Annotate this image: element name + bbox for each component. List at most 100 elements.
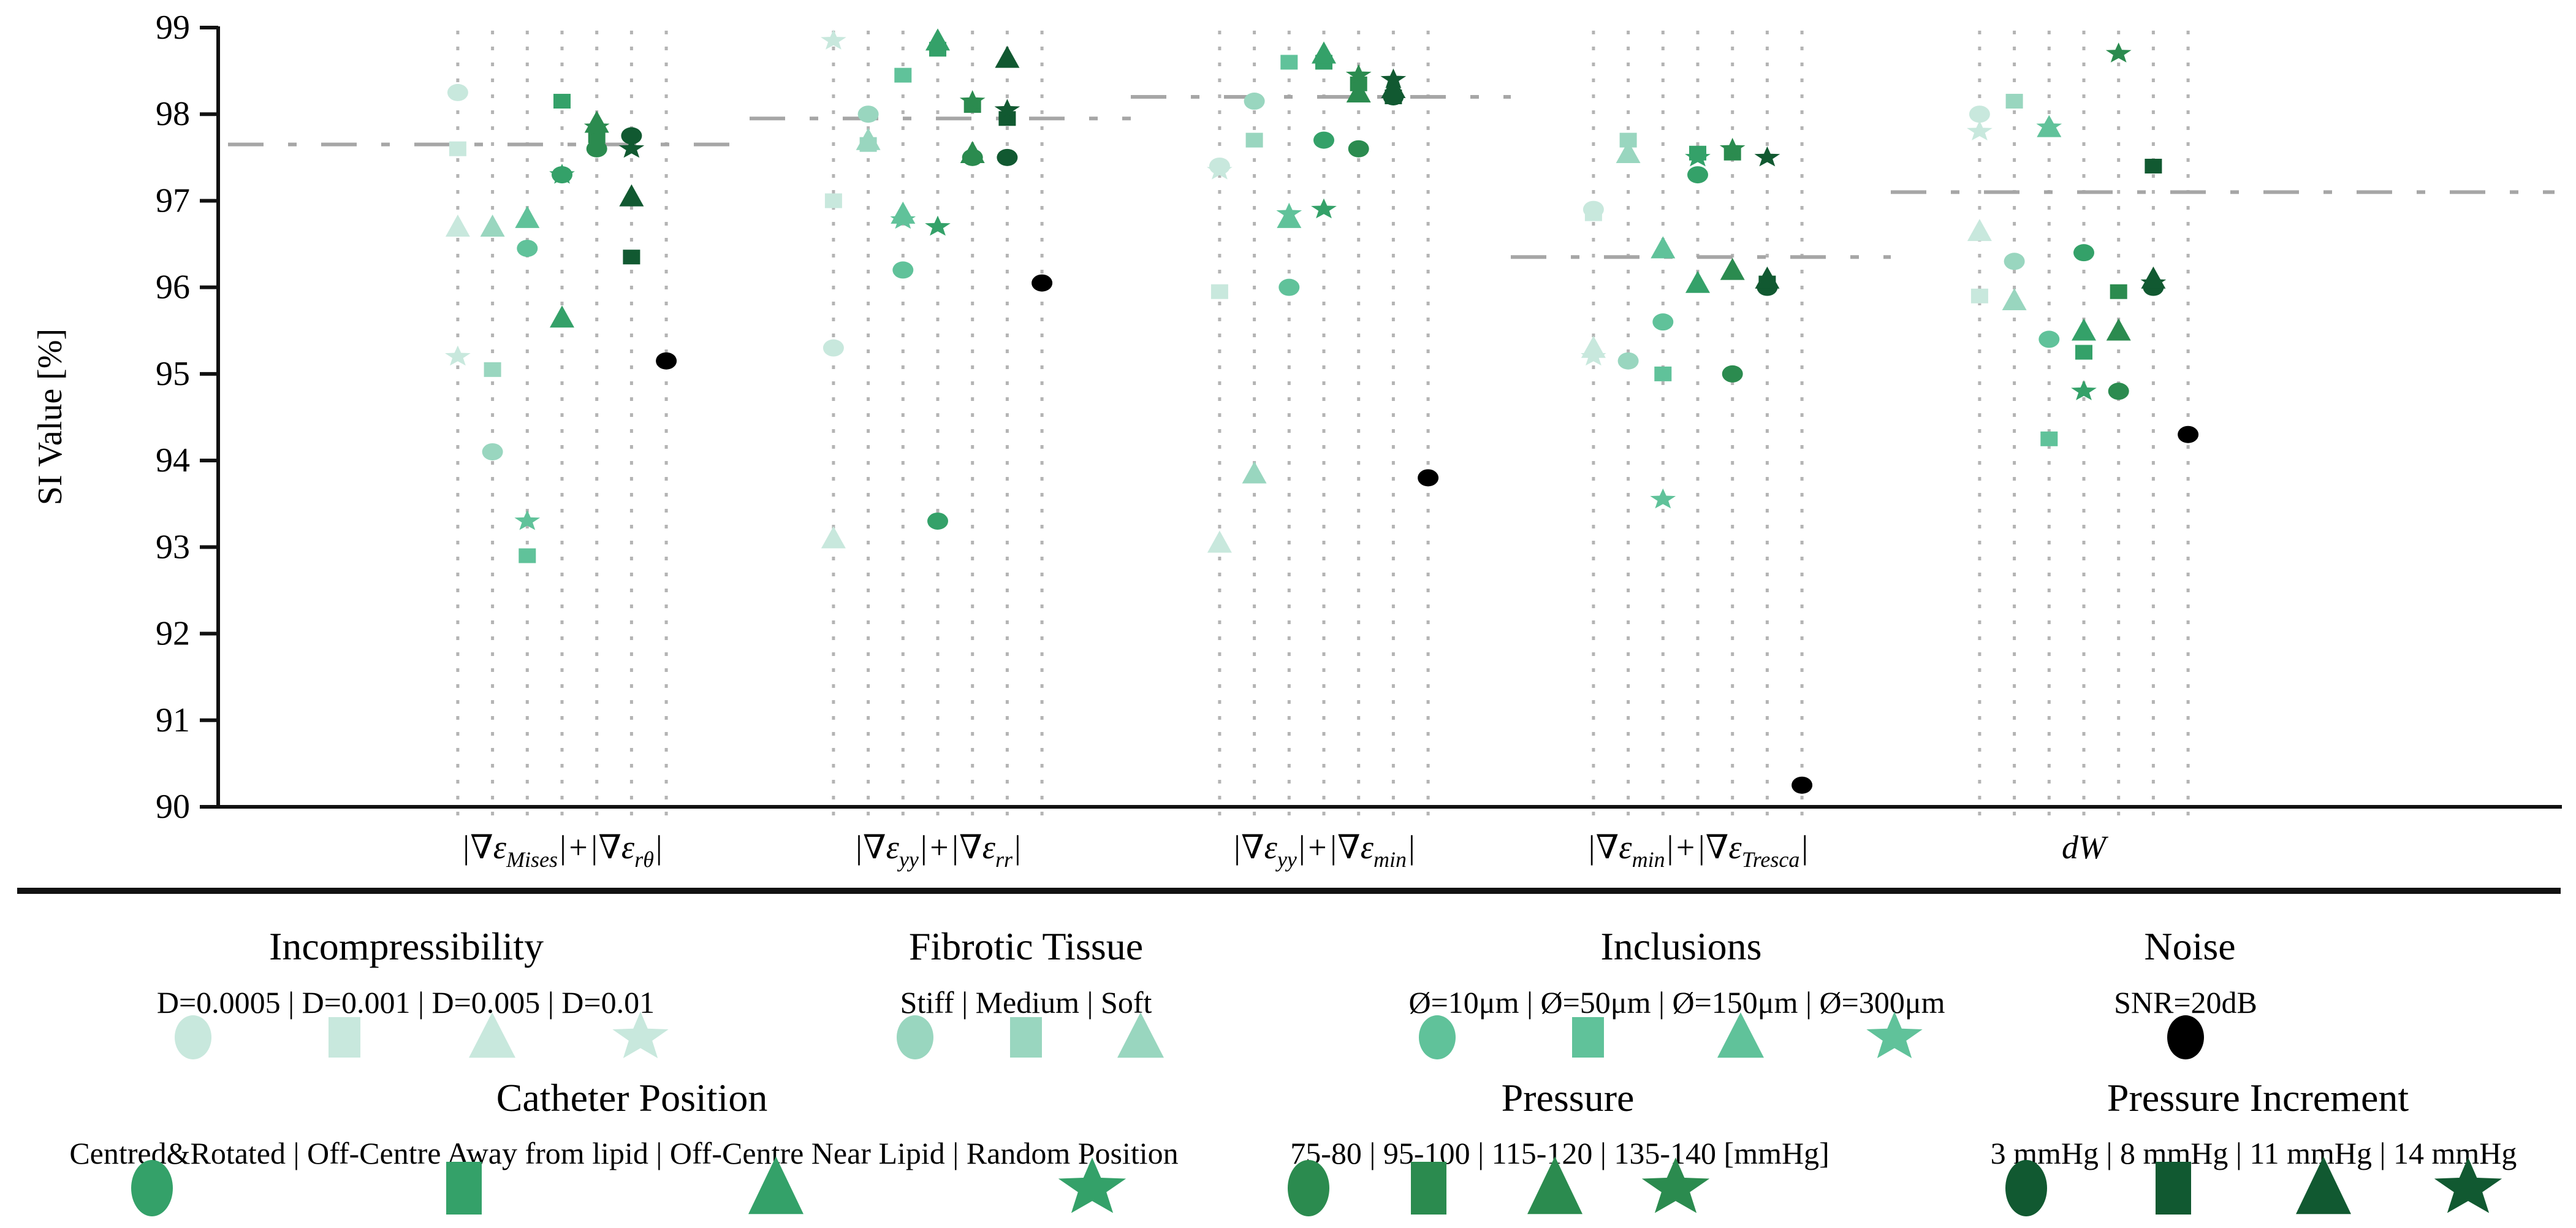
separator-line xyxy=(17,888,2561,894)
data-point xyxy=(2106,318,2131,341)
legend-title-fibrotic-tissue: Fibrotic Tissue xyxy=(909,925,1143,968)
data-point xyxy=(1651,236,1676,259)
data-point xyxy=(891,201,916,224)
data-point xyxy=(1348,140,1369,158)
y-tick-label: 99 xyxy=(156,9,190,47)
data-point xyxy=(1689,145,1706,161)
legend-options-pressure-increment: 3 mmHg | 8 mmHg | 11 mmHg | 14 mmHg xyxy=(1991,1136,2517,1170)
data-point xyxy=(2145,158,2162,174)
legend-symbol-catheter-position-circle xyxy=(131,1160,173,1216)
data-point xyxy=(656,352,677,370)
data-point xyxy=(447,83,468,101)
data-point xyxy=(1754,146,1780,167)
legend-symbol-inclusions-triangle xyxy=(1717,1012,1764,1058)
data-point xyxy=(1032,274,1053,292)
y-tick-label: 96 xyxy=(156,269,190,307)
data-point xyxy=(517,240,538,257)
data-point xyxy=(484,362,501,377)
data-point xyxy=(550,305,574,328)
data-point xyxy=(892,261,914,279)
data-point xyxy=(2037,115,2062,137)
data-point xyxy=(997,148,1018,166)
legend-symbol-fibrotic-tissue-square xyxy=(1010,1017,1042,1058)
data-point xyxy=(1791,776,1813,794)
data-point xyxy=(2038,330,2060,348)
legend-symbol-incompressibility-star xyxy=(612,1012,669,1058)
data-point xyxy=(1967,219,1992,242)
legend-symbol-pressure-increment-circle xyxy=(2005,1160,2047,1216)
x-group-label: |∇εyy​|+|∇εrr​| xyxy=(854,829,1022,872)
y-tick-label: 91 xyxy=(156,701,190,739)
data-point xyxy=(515,205,540,228)
data-point xyxy=(1617,352,1639,370)
data-point xyxy=(1581,335,1606,358)
data-point xyxy=(1650,488,1676,509)
legend-symbol-incompressibility-circle xyxy=(175,1015,211,1059)
x-group-label: |∇εyy​|+|∇εmin​| xyxy=(1232,829,1416,872)
legend-title-pressure: Pressure xyxy=(1502,1076,1635,1119)
data-point xyxy=(927,512,948,530)
data-point xyxy=(2075,345,2092,360)
data-point xyxy=(1380,68,1407,89)
data-point xyxy=(514,510,541,530)
legend-title-inclusions: Inclusions xyxy=(1600,925,1761,968)
data-point xyxy=(1210,284,1228,299)
data-point xyxy=(995,45,1020,68)
data-point xyxy=(2105,42,2132,63)
legend-symbol-inclusions-circle xyxy=(1419,1015,1456,1059)
data-point xyxy=(925,28,950,51)
data-point xyxy=(2108,383,2129,400)
data-point xyxy=(1245,132,1263,148)
data-point xyxy=(994,99,1020,119)
legend-symbol-inclusions-star xyxy=(1866,1012,1923,1058)
data-point xyxy=(2072,318,2096,341)
data-point xyxy=(2005,94,2023,109)
data-point xyxy=(925,215,951,236)
data-point xyxy=(856,128,881,150)
data-point xyxy=(1312,41,1336,64)
legend-symbol-pressure-circle xyxy=(1288,1160,1329,1216)
data-point xyxy=(1967,120,1993,140)
y-tick-label: 90 xyxy=(156,788,190,826)
legend-symbol-inclusions-square xyxy=(1572,1017,1604,1058)
legend-title-incompressibility: Incompressibility xyxy=(269,925,544,968)
data-point xyxy=(1209,157,1230,175)
data-point xyxy=(894,67,912,83)
data-point xyxy=(959,90,986,110)
data-point xyxy=(1685,270,1710,293)
data-point xyxy=(1722,365,1743,383)
data-point xyxy=(1346,80,1371,103)
legend-symbol-pressure-square xyxy=(1411,1162,1446,1215)
x-group-label: |∇εmin​|+|∇εTresca​| xyxy=(1587,829,1809,872)
x-group-label: |∇εMises​|+|∇εrθ​| xyxy=(461,829,663,872)
y-tick-label: 92 xyxy=(156,615,190,653)
x-group-label: dW xyxy=(2062,829,2109,866)
data-point xyxy=(480,215,505,237)
legend-symbol-fibrotic-tissue-triangle xyxy=(1117,1012,1164,1058)
data-point xyxy=(618,137,645,158)
data-point xyxy=(1616,140,1641,163)
y-tick-label: 95 xyxy=(156,355,190,393)
data-point xyxy=(1652,313,1674,331)
data-point xyxy=(449,141,466,156)
y-axis-title: SI Value [%] xyxy=(31,329,69,505)
data-point xyxy=(1381,76,1406,99)
y-tick-label: 98 xyxy=(156,95,190,133)
legend-symbol-catheter-position-star xyxy=(1058,1157,1127,1213)
y-tick-label: 94 xyxy=(156,441,190,479)
legend-options-incompressibility: D=0.0005 | D=0.001 | D=0.005 | D=0.01 xyxy=(157,985,655,1020)
legend-title-noise: Noise xyxy=(2144,925,2235,968)
data-point xyxy=(1720,257,1745,280)
data-point xyxy=(1719,137,1746,158)
y-tick-label: 93 xyxy=(156,528,190,566)
data-point xyxy=(2073,244,2094,262)
data-point xyxy=(445,215,470,237)
data-point xyxy=(1970,288,1988,303)
data-point xyxy=(1418,469,1439,487)
legend-title-catheter-position: Catheter Position xyxy=(496,1076,768,1119)
legend-symbol-pressure-increment-square xyxy=(2156,1162,2191,1215)
data-point xyxy=(824,193,842,208)
data-point xyxy=(1279,278,1300,296)
